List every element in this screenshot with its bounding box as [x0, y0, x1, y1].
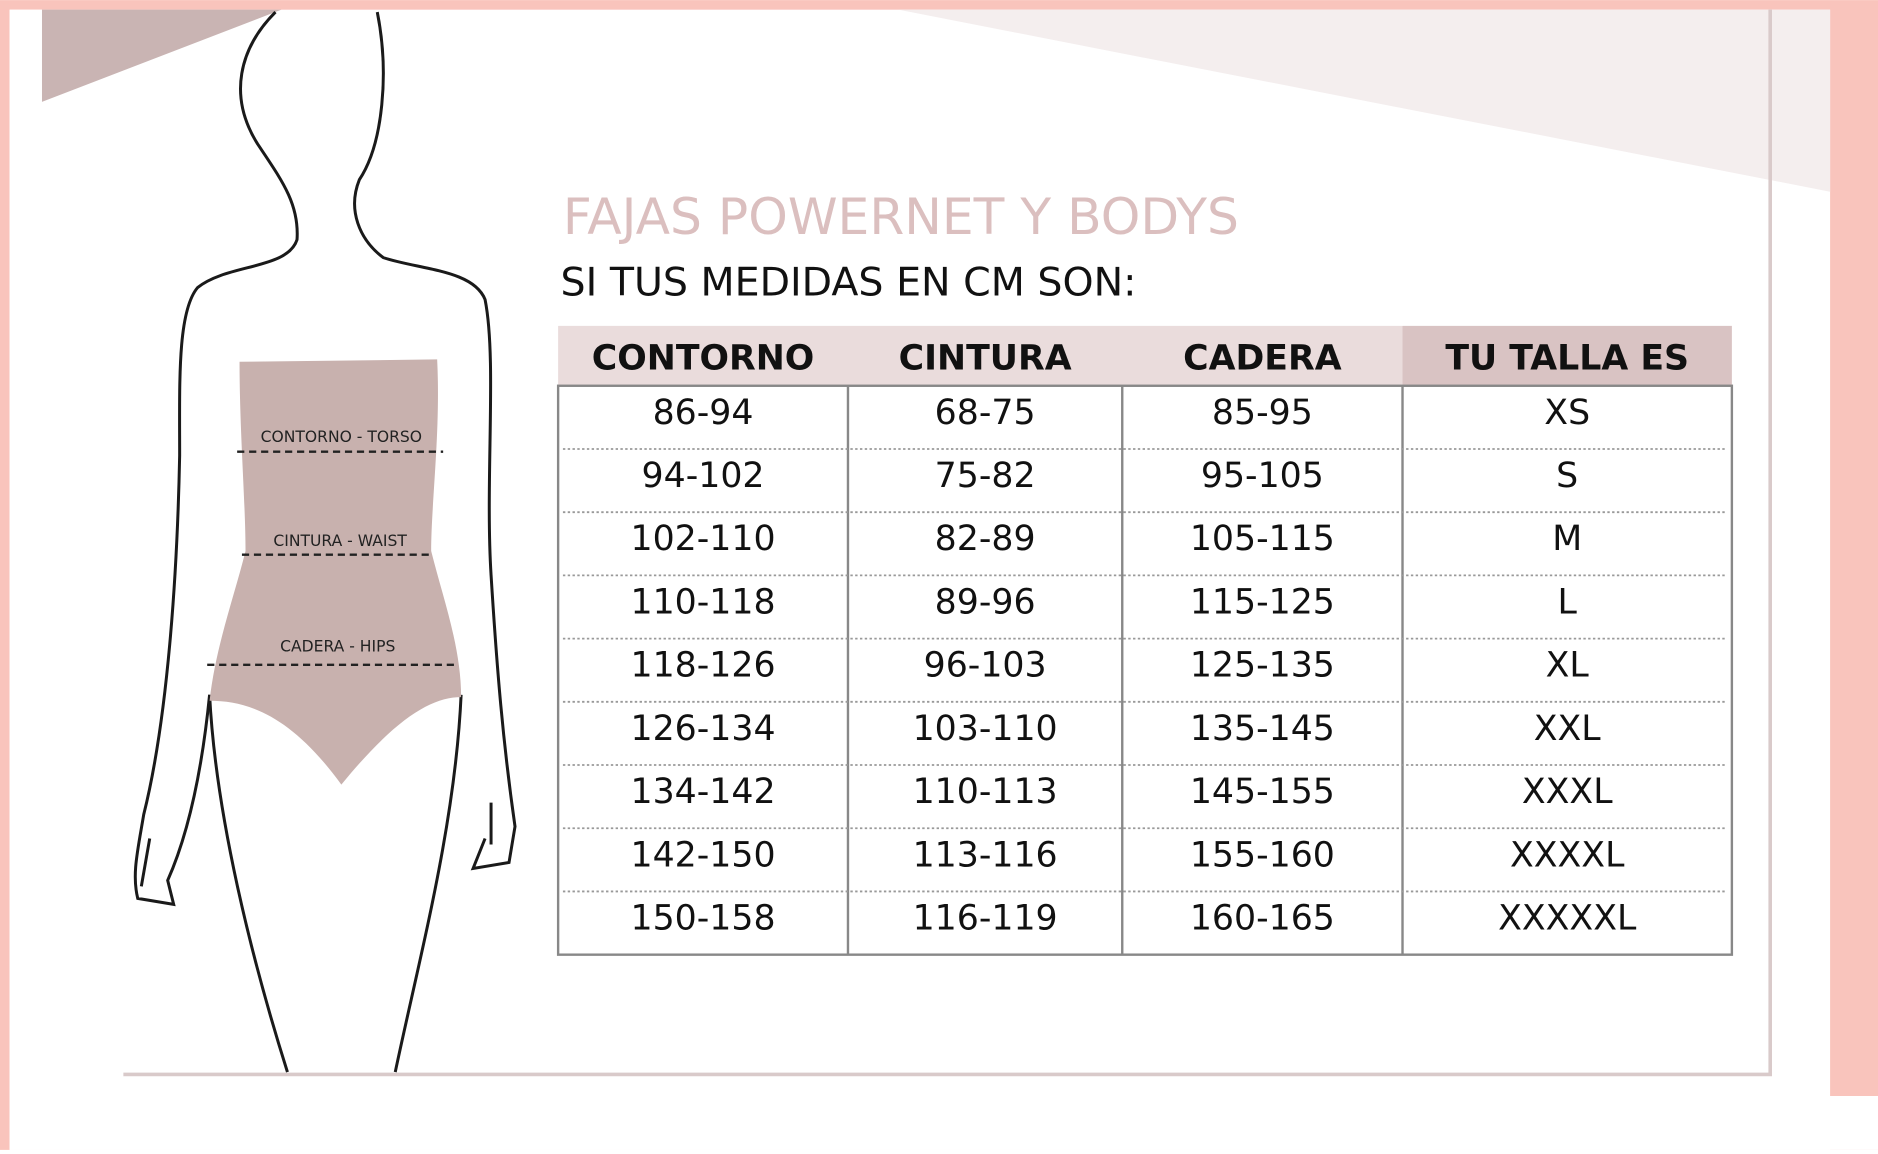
corner-triangle: [41, 9, 282, 102]
table-cell: 85-95: [1212, 393, 1313, 433]
table-cell: 103-110: [913, 709, 1058, 749]
table-cell: 102-110: [631, 519, 776, 559]
frame-line: [123, 9, 1773, 1077]
table-cell: 160-165: [1190, 898, 1335, 938]
table-cell: L: [1558, 582, 1578, 622]
table-cell: 142-150: [631, 835, 776, 875]
bottom-strip: [9, 1096, 1878, 1150]
figure-label: CADERA - HIPS: [280, 637, 395, 655]
table-cell: 126-134: [631, 709, 776, 749]
table-cell: XXXXXL: [1498, 898, 1637, 938]
figure-label: CONTORNO - TORSO: [261, 428, 422, 446]
table-cell: XXL: [1534, 709, 1602, 749]
table-cell: 150-158: [631, 898, 776, 938]
table: CONTORNO CINTURA CADERA TU TALLA ES 86-94 68-…: [556, 325, 1734, 956]
table-cell: 135-145: [1190, 709, 1335, 749]
table-cell: 75-82: [935, 456, 1036, 496]
header-bg: [1402, 325, 1732, 386]
table-cell: 110-118: [631, 582, 776, 622]
column-header: CONTORNO: [592, 338, 815, 378]
table-cell: 95-105: [1201, 456, 1324, 496]
table-cell: 110-113: [913, 772, 1058, 812]
table-cell: 82-89: [935, 519, 1036, 559]
table-cell: 68-75: [935, 393, 1036, 433]
title: FAJAS POWERNET Y BODYS: [563, 187, 1239, 246]
table-border: [556, 384, 1734, 956]
table-cell: XL: [1546, 646, 1590, 686]
table-cell: 145-155: [1190, 772, 1335, 812]
table-cell: 113-116: [913, 835, 1058, 875]
column-header: TU TALLA ES: [1445, 338, 1689, 378]
table-cell: XXXL: [1522, 772, 1613, 812]
table-cell: 134-142: [631, 772, 776, 812]
table-cell: 116-119: [913, 898, 1058, 938]
margin: [9, 9, 42, 1097]
table-cell: 86-94: [653, 393, 754, 433]
table-cell: 96-103: [924, 646, 1047, 686]
table-cell: XS: [1544, 393, 1590, 433]
table-cell: 115-125: [1190, 582, 1335, 622]
figure-label: CINTURA - WAIST: [273, 532, 407, 550]
table-cell: 118-126: [631, 646, 776, 686]
subtitle: SI TUS MEDIDAS EN CM SON:: [561, 260, 1137, 306]
table-cell: 125-135: [1190, 646, 1335, 686]
table-cell: 94-102: [642, 456, 765, 496]
table-cell: M: [1552, 519, 1582, 559]
figure-labels: CONTORNO - TORSO CINTURA - WAIST CADERA …: [261, 428, 422, 656]
table-cell: 105-115: [1190, 519, 1335, 559]
table-cell: XXXXL: [1510, 835, 1625, 875]
column-header: CINTURA: [899, 338, 1072, 378]
table-cell: 89-96: [935, 582, 1036, 622]
column-header: CADERA: [1183, 338, 1342, 378]
table-cell: 155-160: [1190, 835, 1335, 875]
body-outline: [133, 11, 517, 1073]
measure-lines: [207, 450, 459, 667]
header-bg: [558, 325, 1403, 386]
shaded-torso: [209, 359, 462, 785]
table-cell: S: [1556, 456, 1578, 496]
